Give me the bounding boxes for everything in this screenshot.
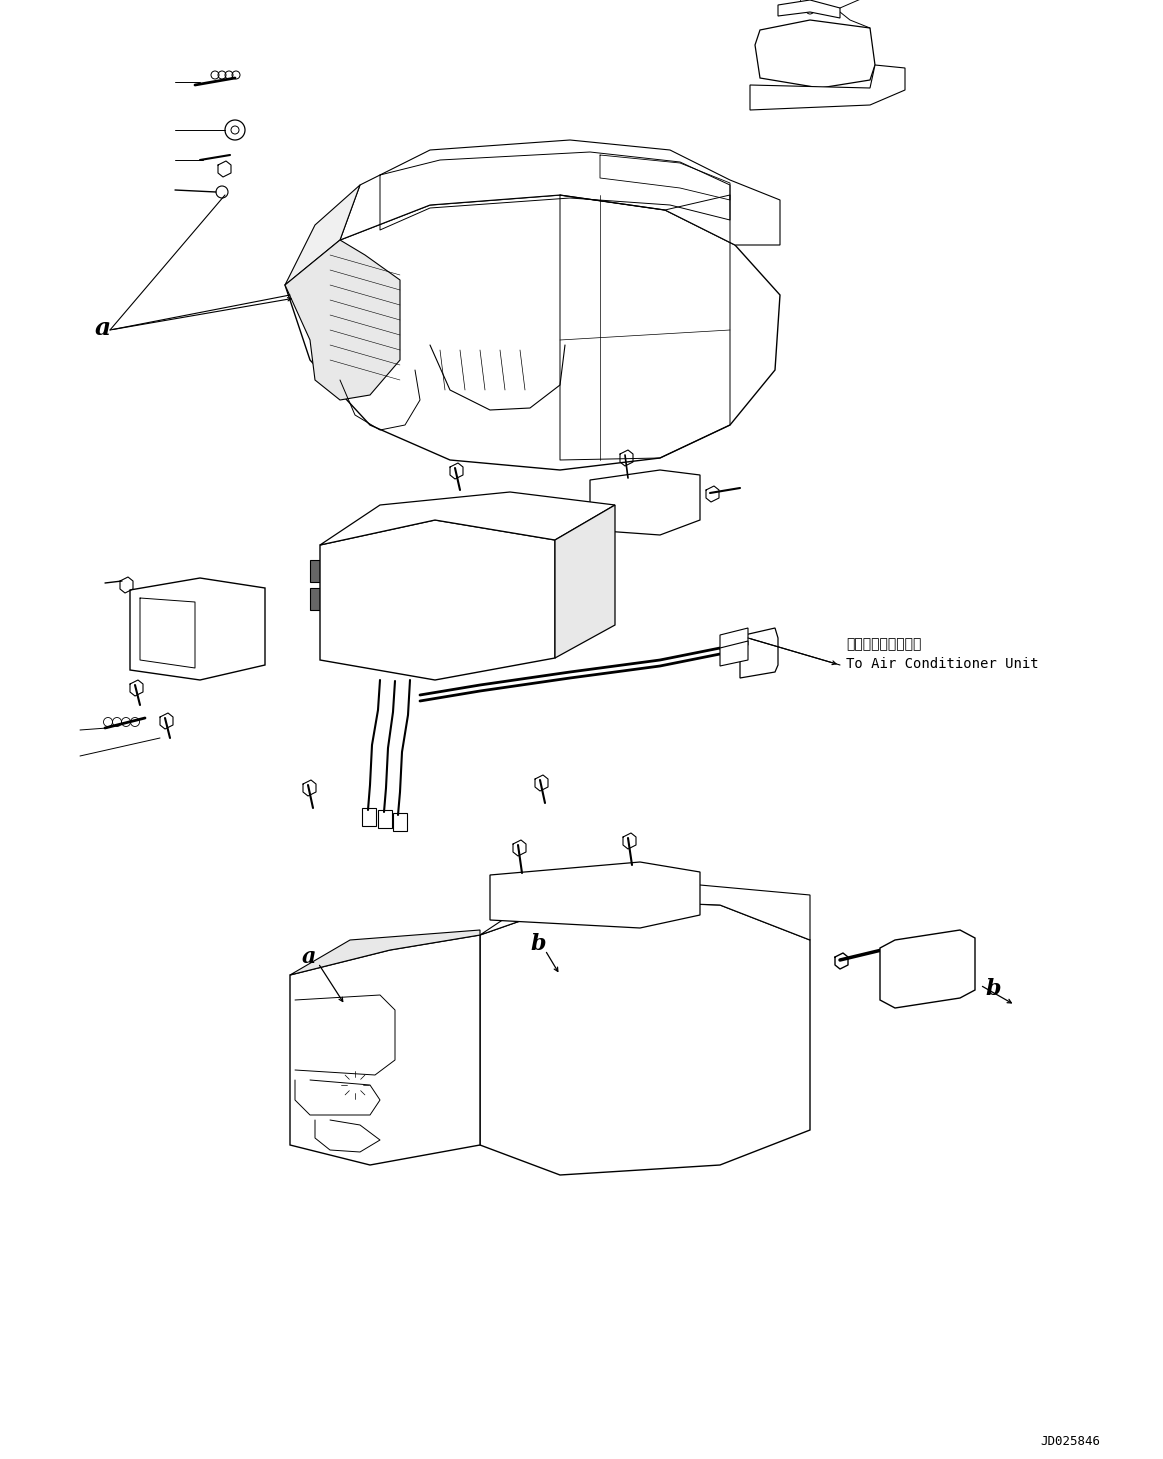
Bar bbox=[330, 608, 545, 654]
Polygon shape bbox=[750, 66, 905, 109]
Bar bbox=[940, 953, 958, 986]
Bar bbox=[892, 953, 909, 986]
Polygon shape bbox=[590, 470, 700, 535]
Bar bbox=[455, 552, 473, 566]
Polygon shape bbox=[480, 900, 809, 1174]
Text: b: b bbox=[985, 978, 1000, 999]
Bar bbox=[311, 560, 328, 582]
Bar bbox=[504, 570, 521, 584]
Bar bbox=[431, 552, 449, 566]
Bar bbox=[795, 42, 818, 70]
Bar bbox=[363, 616, 385, 633]
Circle shape bbox=[431, 624, 438, 630]
Bar bbox=[407, 570, 424, 584]
Polygon shape bbox=[480, 886, 809, 940]
Circle shape bbox=[462, 624, 468, 630]
Bar bbox=[383, 552, 401, 566]
Polygon shape bbox=[285, 185, 361, 285]
Bar bbox=[407, 552, 424, 566]
Polygon shape bbox=[720, 641, 748, 665]
Polygon shape bbox=[720, 627, 748, 651]
Bar bbox=[479, 570, 497, 584]
Bar bbox=[335, 616, 357, 633]
Bar bbox=[825, 42, 846, 70]
Bar bbox=[383, 570, 401, 584]
Bar bbox=[916, 953, 934, 986]
Polygon shape bbox=[778, 0, 840, 18]
Polygon shape bbox=[290, 929, 480, 975]
Polygon shape bbox=[320, 519, 555, 680]
Polygon shape bbox=[340, 140, 780, 245]
Bar bbox=[455, 570, 473, 584]
Text: エアコンユニットへ: エアコンユニットへ bbox=[846, 638, 921, 651]
Bar bbox=[393, 813, 407, 832]
Bar bbox=[335, 552, 354, 566]
Text: To Air Conditioner Unit: To Air Conditioner Unit bbox=[846, 657, 1039, 671]
Polygon shape bbox=[285, 239, 400, 400]
Bar bbox=[391, 616, 413, 633]
Bar bbox=[359, 570, 377, 584]
Bar bbox=[762, 90, 789, 102]
Text: b: b bbox=[530, 932, 545, 956]
Bar bbox=[359, 552, 377, 566]
Bar bbox=[378, 810, 392, 829]
Polygon shape bbox=[490, 862, 700, 928]
Polygon shape bbox=[285, 196, 780, 470]
Polygon shape bbox=[290, 935, 480, 1164]
Bar bbox=[659, 179, 725, 220]
Polygon shape bbox=[130, 578, 265, 680]
Text: a: a bbox=[95, 317, 112, 340]
Polygon shape bbox=[740, 627, 778, 678]
Bar bbox=[479, 552, 497, 566]
Bar bbox=[431, 570, 449, 584]
Circle shape bbox=[492, 624, 498, 630]
Bar bbox=[794, 90, 820, 102]
Bar bbox=[362, 808, 376, 826]
Bar bbox=[335, 570, 354, 584]
Bar bbox=[330, 549, 545, 598]
Polygon shape bbox=[320, 492, 615, 546]
Polygon shape bbox=[755, 20, 875, 88]
Bar bbox=[668, 188, 718, 214]
Bar bbox=[311, 588, 328, 610]
Polygon shape bbox=[555, 505, 615, 658]
Text: JD025846: JD025846 bbox=[1040, 1436, 1100, 1447]
Polygon shape bbox=[880, 929, 975, 1008]
Bar bbox=[504, 552, 521, 566]
Bar bbox=[768, 42, 790, 70]
Bar bbox=[826, 90, 852, 102]
Text: a: a bbox=[302, 945, 316, 967]
